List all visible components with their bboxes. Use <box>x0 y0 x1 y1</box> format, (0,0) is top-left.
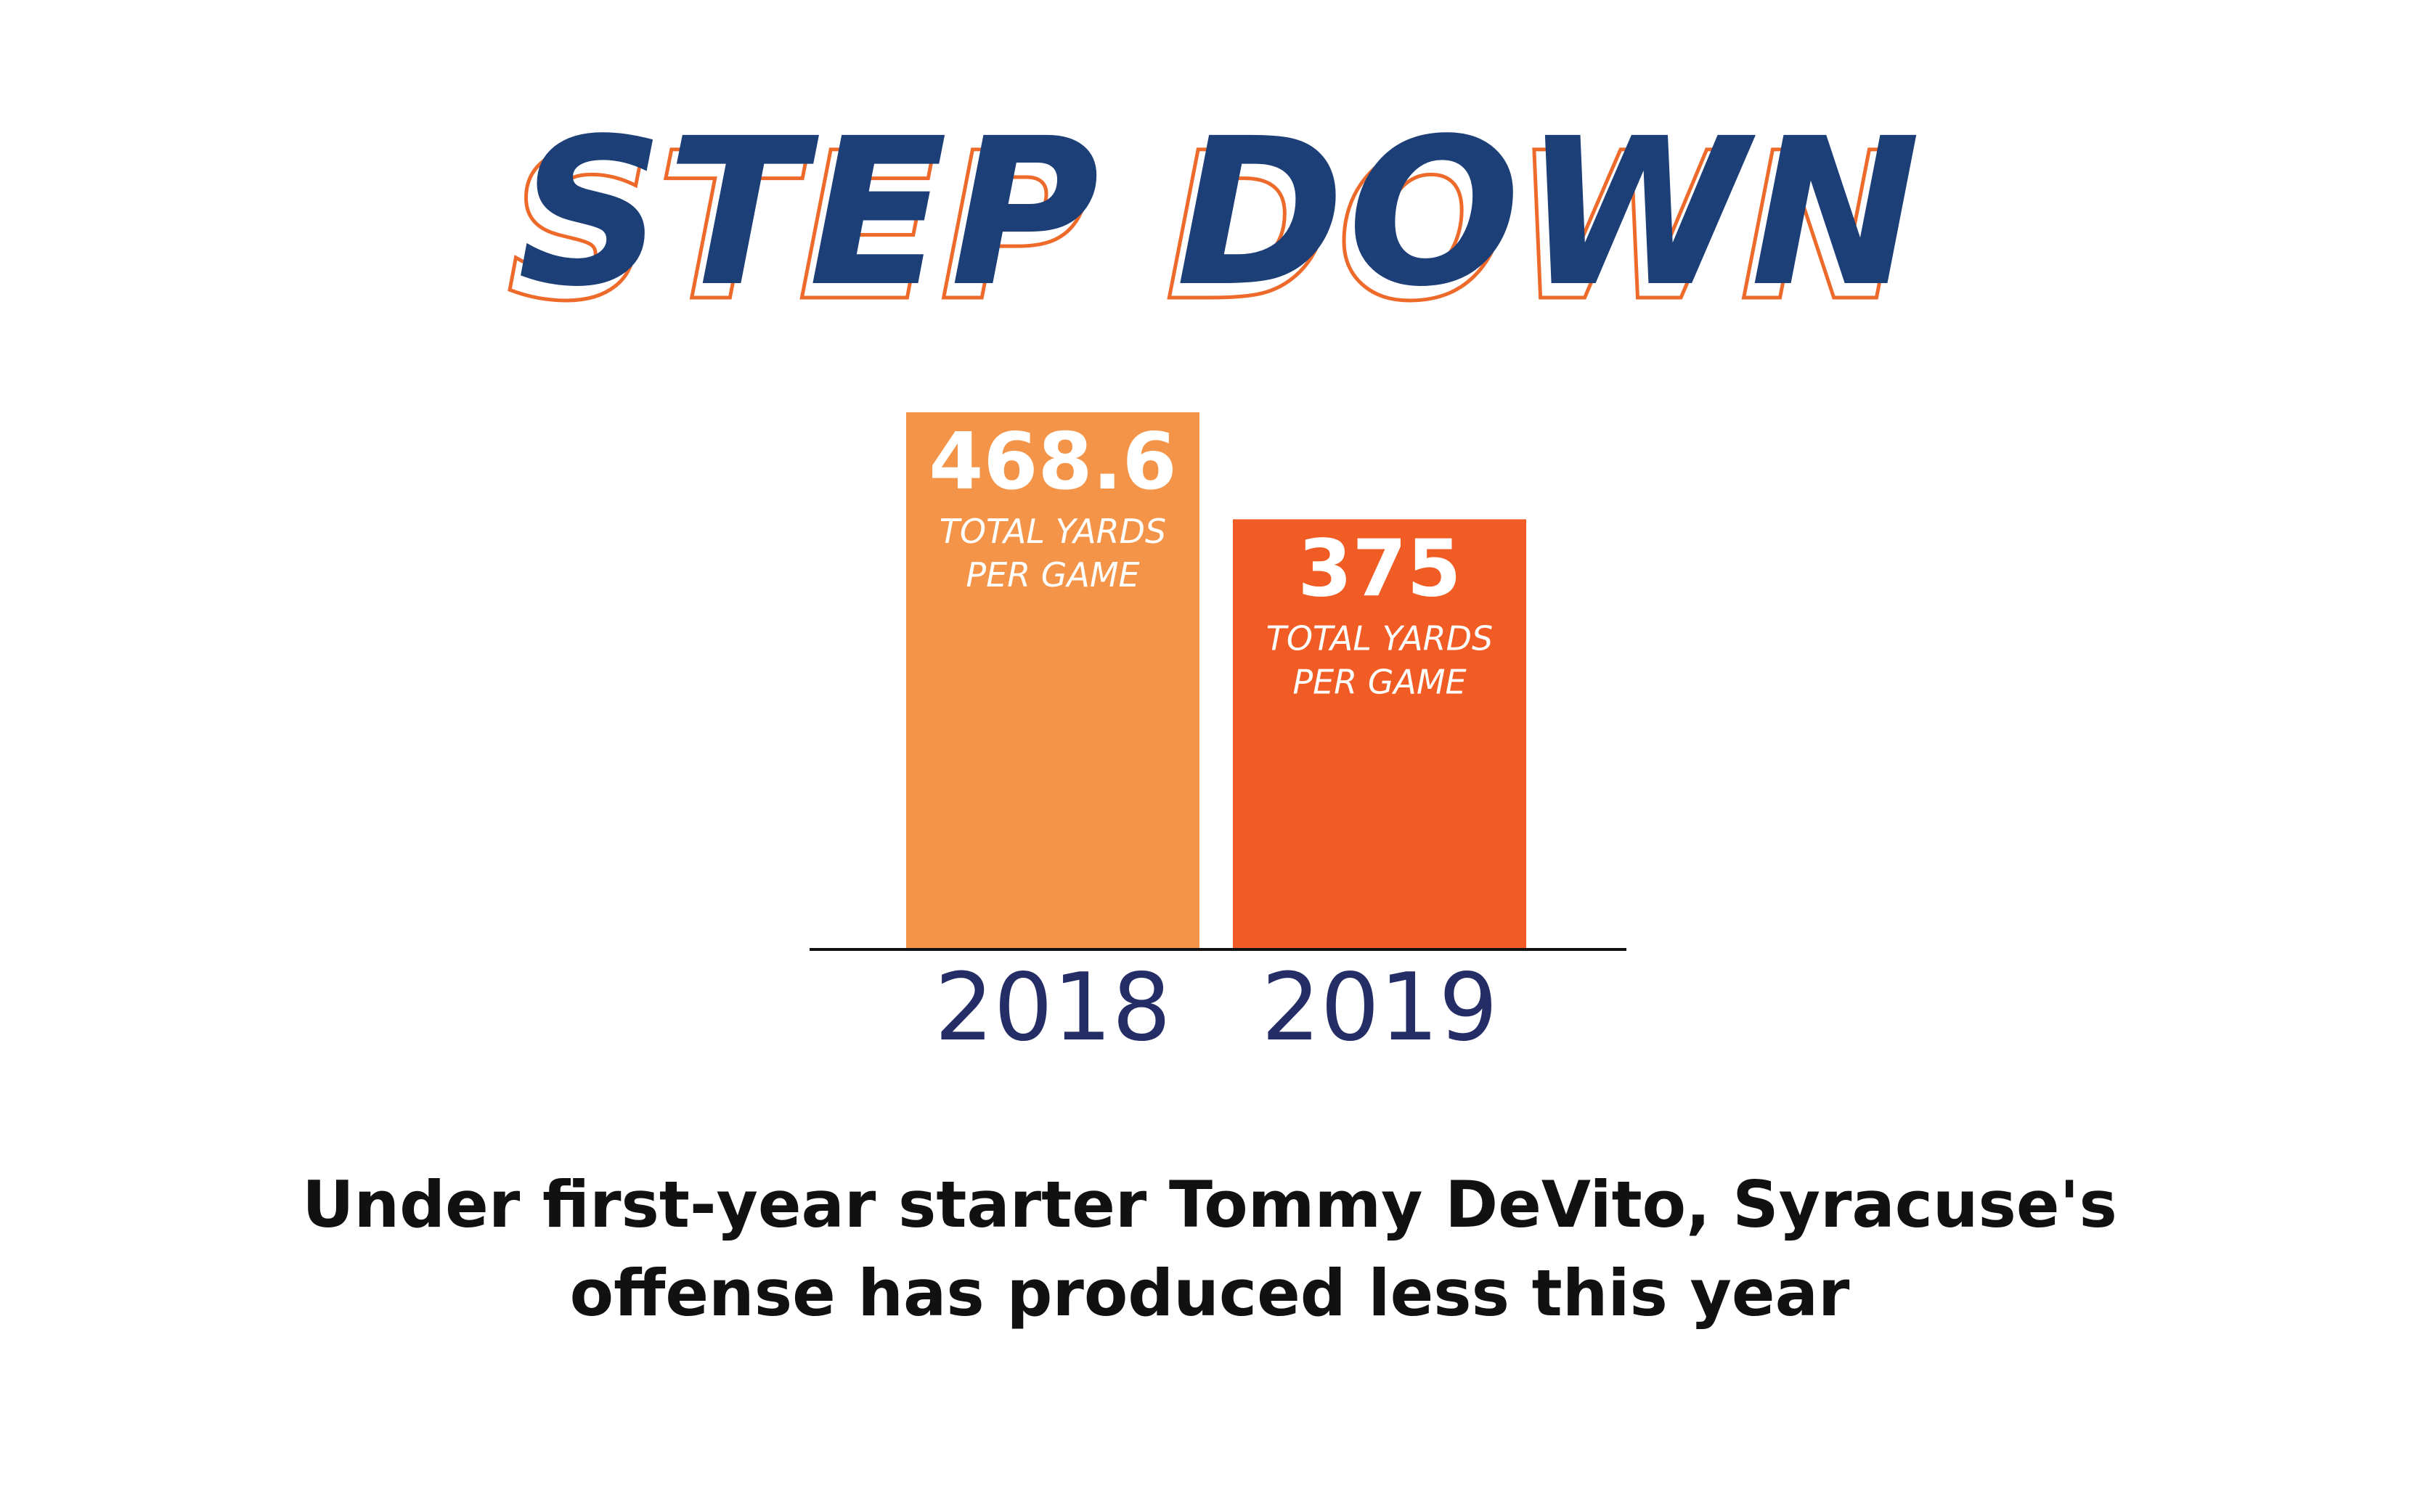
bar-unit-label-2018-line-2: PER GAME <box>966 555 1139 594</box>
bar-value-label-2019: 375 <box>1297 523 1461 614</box>
bar-unit-label-2019-line-1: TOTAL YARDS <box>1266 618 1493 658</box>
chart-title: STEP DOWN STEP DOWN <box>505 95 1923 348</box>
category-label-2019: 2019 <box>1261 954 1498 1062</box>
bar-value-label-2018: 468.6 <box>929 417 1177 507</box>
category-labels: 2018 2019 <box>934 954 1498 1062</box>
bar-2018 <box>906 412 1199 948</box>
bar-unit-label-2018-line-1: TOTAL YARDS <box>940 512 1166 551</box>
caption-line-2: offense has produced less this year <box>570 1256 1850 1331</box>
chart-title-shadow: STEP DOWN <box>507 110 1912 346</box>
bar-2019 <box>1233 519 1526 948</box>
caption: Under first-year starter Tommy DeVito, S… <box>302 1167 2117 1331</box>
caption-line-1: Under first-year starter Tommy DeVito, S… <box>302 1167 2117 1242</box>
bar-unit-label-2019-line-2: PER GAME <box>1292 662 1466 701</box>
chart-title-text: STEP DOWN <box>518 95 1923 332</box>
category-label-2018: 2018 <box>934 954 1171 1062</box>
